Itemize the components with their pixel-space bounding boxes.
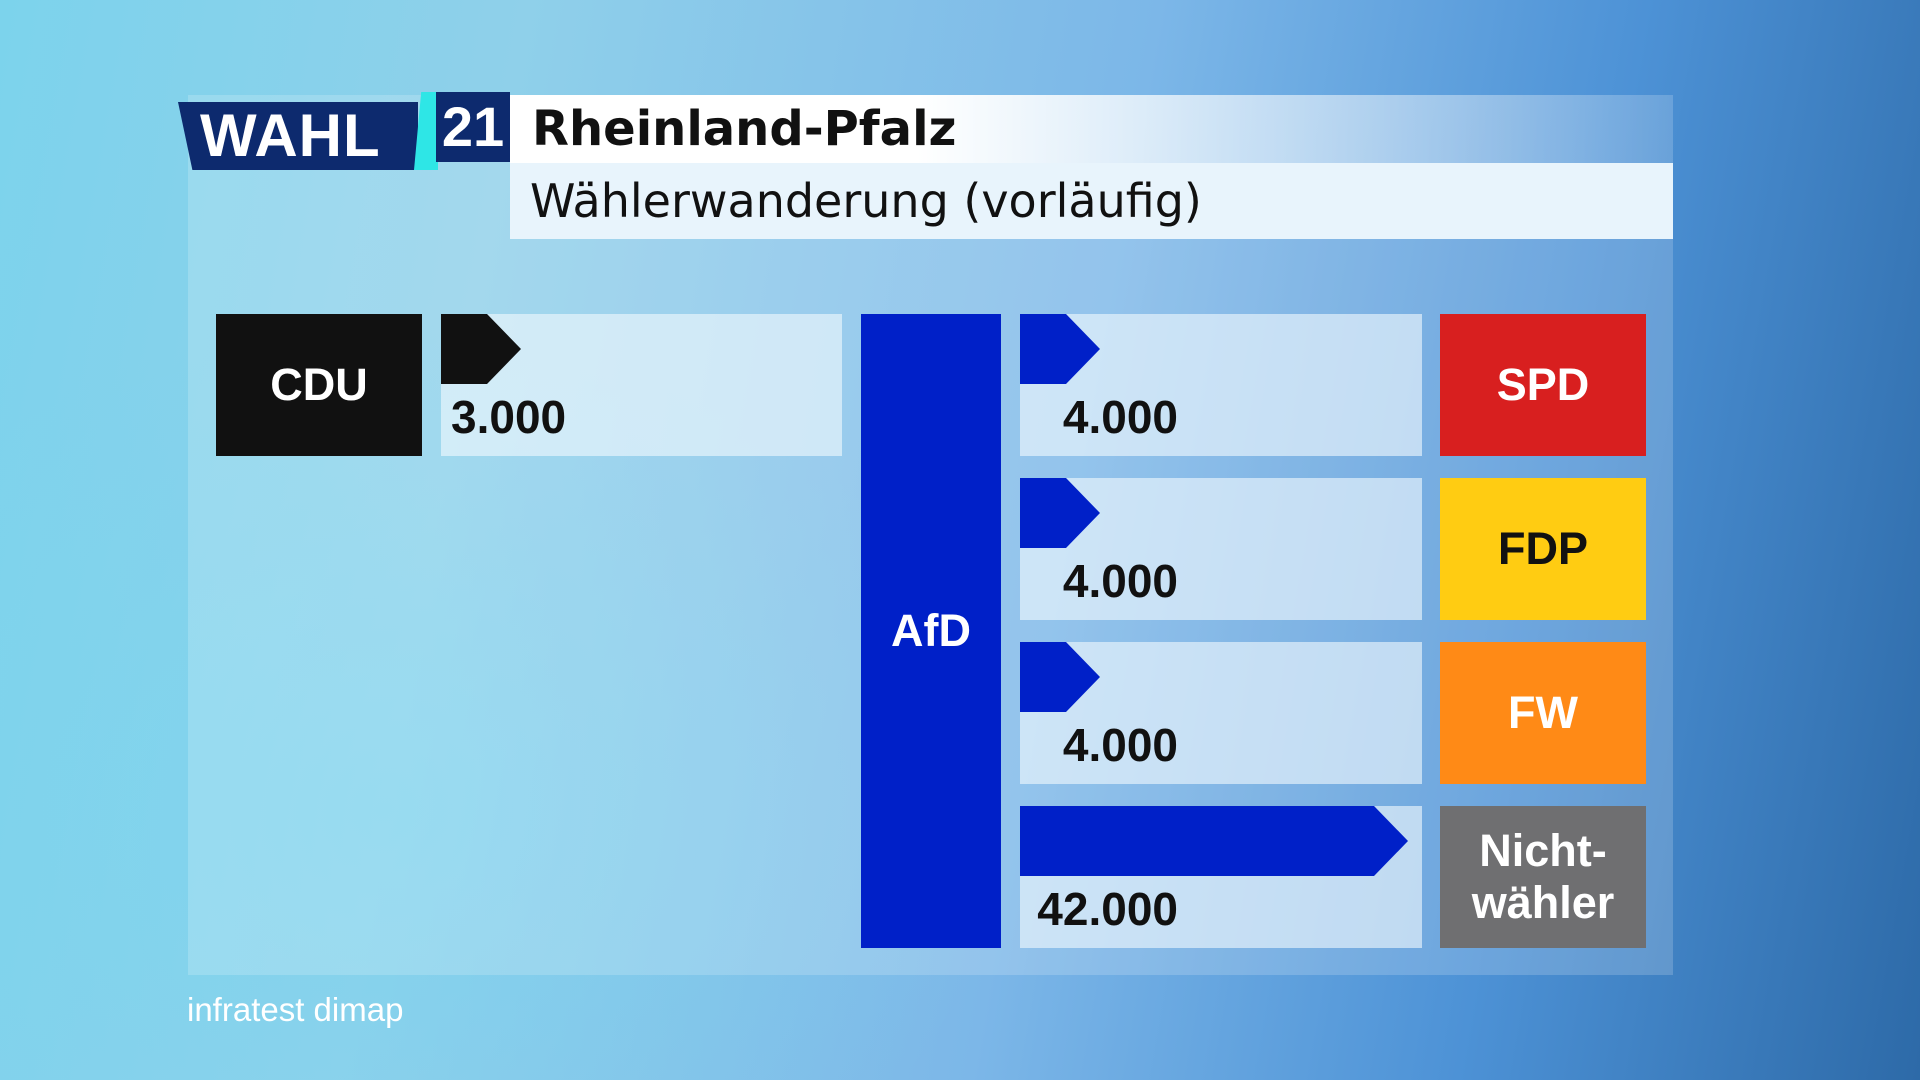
page-subtitle: Wählerwanderung (vorläufig): [530, 174, 1202, 228]
subtitle-bar: Wählerwanderung (vorläufig): [510, 163, 1673, 239]
party-spd: SPD: [1440, 314, 1646, 456]
party-fw: FW: [1440, 642, 1646, 784]
flow-value-nichtwaehler: 42.000: [1037, 883, 1178, 935]
party-nichtwaehler-label: Nicht- wähler: [1471, 825, 1615, 928]
flow-arrow-nichtwaehler: [1020, 806, 1408, 876]
party-afd-label: AfD: [891, 605, 971, 656]
page-title: Rheinland-Pfalz: [532, 101, 957, 157]
party-cdu-label: CDU: [270, 359, 368, 410]
flow-value-spd: 4.000: [1062, 391, 1178, 443]
party-fw-label: FW: [1508, 687, 1578, 738]
party-cdu: CDU: [216, 314, 422, 456]
source-label: infratest dimap: [187, 991, 404, 1028]
party-fdp: FDP: [1440, 478, 1646, 620]
title-bar: Rheinland-Pfalz: [510, 95, 1673, 163]
logo-number: 21: [436, 92, 510, 162]
flow-value-fdp: 4.000: [1062, 555, 1178, 607]
party-nichtwaehler: Nicht- wähler: [1440, 806, 1646, 948]
party-afd: AfD: [861, 314, 1001, 948]
wahl-logo: WAHL: [178, 102, 418, 170]
party-fdp-label: FDP: [1498, 523, 1588, 574]
party-spd-label: SPD: [1496, 359, 1590, 410]
flow-value-fw: 4.000: [1062, 719, 1178, 771]
wahl-logo-text: WAHL: [200, 102, 381, 169]
flow-value-cdu: 3.000: [451, 391, 567, 443]
